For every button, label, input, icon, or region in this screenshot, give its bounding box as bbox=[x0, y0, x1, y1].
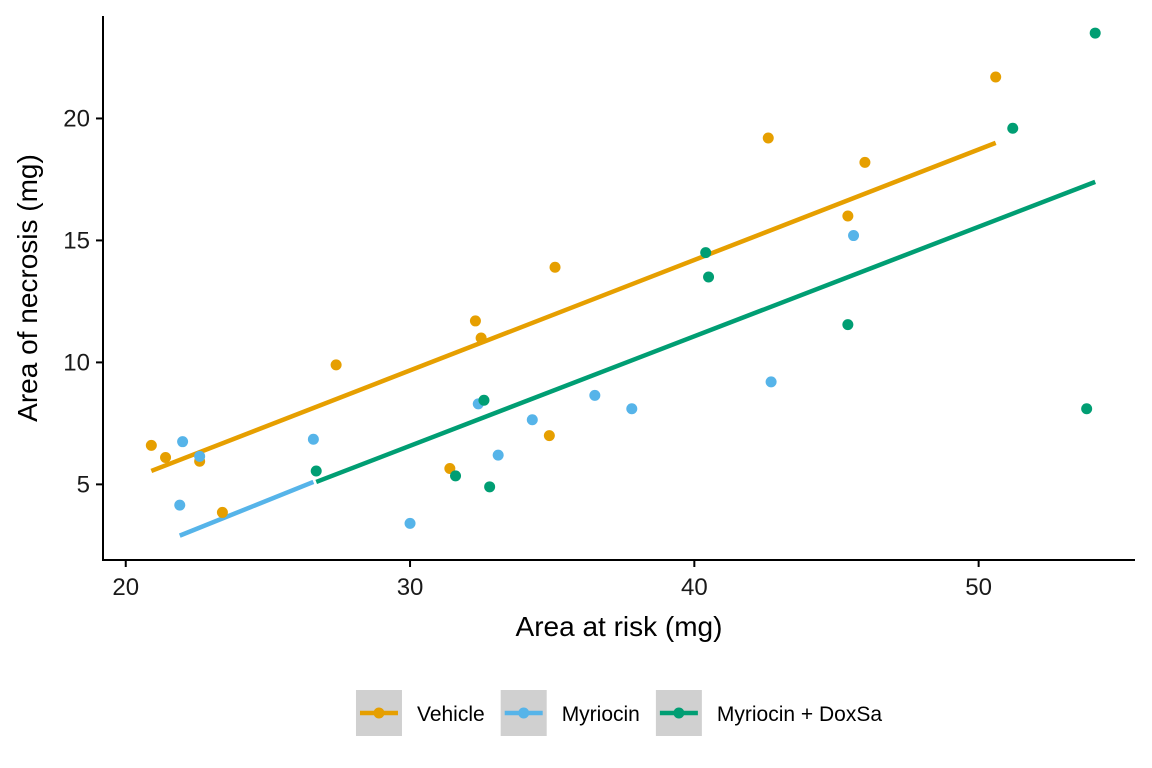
myriocin-point bbox=[848, 230, 860, 242]
vehicle-point bbox=[549, 261, 561, 273]
legend-key-point bbox=[673, 707, 685, 719]
plot-area bbox=[145, 27, 1101, 538]
legend-key-point bbox=[518, 707, 530, 719]
vehicle-point bbox=[543, 430, 555, 442]
myriocin-doxsa-point bbox=[842, 319, 854, 331]
myriocin-doxsa-point bbox=[1089, 27, 1101, 39]
vehicle-point bbox=[990, 71, 1002, 83]
vehicle-point bbox=[216, 506, 228, 518]
legend-label: Myriocin + DoxSa bbox=[717, 703, 882, 726]
legend-item-myriocin-doxsa: Myriocin + DoxSa bbox=[655, 690, 882, 736]
myriocin-point bbox=[589, 389, 601, 401]
y-tick-label: 10 bbox=[63, 349, 90, 376]
vehicle-point bbox=[859, 156, 871, 168]
myriocin-point bbox=[174, 499, 186, 511]
vehicle-point bbox=[469, 315, 481, 327]
x-tick-label: 20 bbox=[112, 574, 139, 601]
x-tick-label: 40 bbox=[681, 574, 708, 601]
vehicle-point bbox=[145, 439, 157, 451]
legend-key-point bbox=[373, 707, 385, 719]
legend-item-vehicle: Vehicle bbox=[355, 690, 485, 736]
myriocin-point bbox=[492, 449, 504, 461]
myriocin-point bbox=[194, 450, 206, 462]
y-axis-title: Area of necrosis (mg) bbox=[12, 154, 43, 422]
y-tick-label: 20 bbox=[63, 105, 90, 132]
vehicle-point bbox=[842, 210, 854, 222]
legend-label: Myriocin bbox=[562, 703, 640, 726]
legend: Vehicle Myriocin Myriocin + DoxSa bbox=[355, 690, 882, 736]
x-axis-title: Area at risk (mg) bbox=[516, 611, 723, 642]
myriocin-doxsa-point bbox=[450, 470, 462, 482]
myriocin-point bbox=[177, 436, 189, 448]
myriocin-fit-line bbox=[178, 479, 315, 538]
regression-lines bbox=[150, 140, 1097, 538]
vehicle-point bbox=[762, 132, 774, 144]
myriocin-doxsa-point bbox=[310, 465, 322, 477]
myriocin-doxsa-point bbox=[484, 481, 496, 493]
myriocin-point bbox=[307, 433, 319, 445]
y-axis-ticks: 5 10 15 20 bbox=[63, 105, 103, 498]
myriocin-doxsa-point bbox=[478, 394, 490, 406]
vehicle-fit-line bbox=[150, 140, 997, 474]
myriocin-doxsa-point bbox=[700, 247, 712, 259]
myriocin-doxsa-point bbox=[703, 271, 715, 283]
x-axis-ticks: 20 30 40 50 bbox=[112, 560, 992, 601]
myriocin-point bbox=[404, 517, 416, 529]
myriocin-doxsa-point bbox=[1081, 403, 1093, 415]
myriocin-point bbox=[626, 403, 638, 415]
vehicle-point bbox=[330, 359, 342, 371]
legend-label: Vehicle bbox=[417, 703, 485, 726]
vehicle-point bbox=[160, 452, 172, 464]
myriocin-doxsa-point bbox=[1007, 122, 1019, 134]
myriocin-point bbox=[526, 414, 538, 426]
myriocin-doxsa-fit-line bbox=[315, 179, 1097, 485]
myriocin-point bbox=[765, 376, 777, 388]
y-tick-label: 5 bbox=[77, 471, 90, 498]
legend-item-myriocin: Myriocin bbox=[500, 690, 640, 736]
data-points bbox=[145, 27, 1101, 529]
y-tick-label: 15 bbox=[63, 227, 90, 254]
vehicle-point bbox=[475, 332, 487, 344]
x-tick-label: 50 bbox=[965, 574, 992, 601]
x-tick-label: 30 bbox=[397, 574, 424, 601]
